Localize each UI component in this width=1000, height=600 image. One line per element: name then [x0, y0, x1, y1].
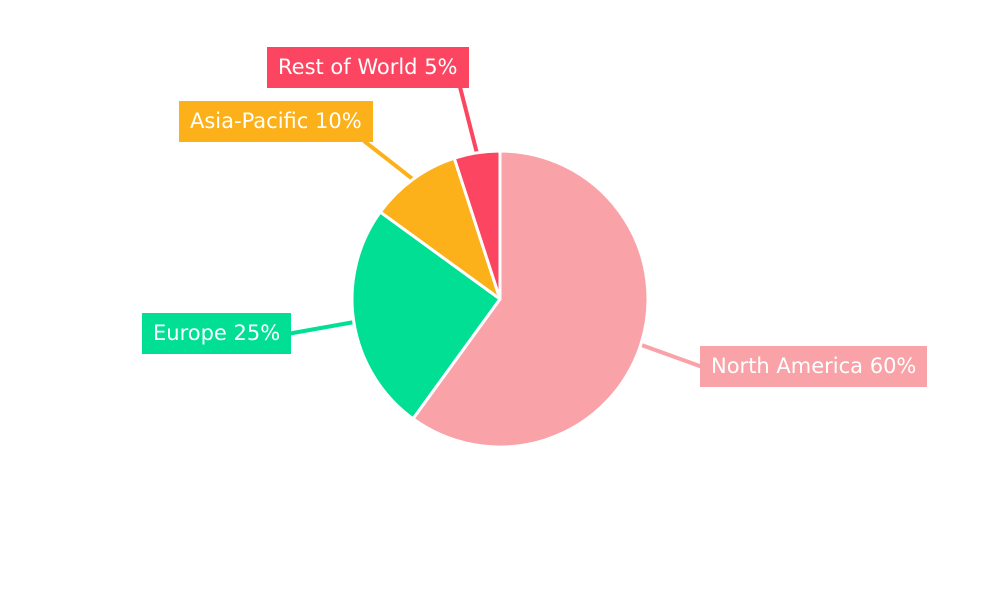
leader-line-asia-pacific [362, 139, 415, 181]
pie-slices [350, 149, 650, 449]
leader-line-north-america [640, 342, 702, 369]
leader-line-europe [289, 320, 355, 336]
leader-line-rest-of-world [458, 86, 479, 154]
pie-slice-asia-pacific [378, 156, 502, 301]
pie-label-asia-pacific: Asia-Pacific 10% [179, 101, 373, 142]
pie-slice-north-america [411, 149, 650, 449]
pie-label-rest-of-world: Rest of World 5% [267, 47, 469, 88]
pie-label-north-america: North America 60% [700, 346, 928, 387]
pie-slice-europe [350, 210, 502, 421]
pie-label-europe: Europe 25% [142, 313, 292, 354]
leader-lines [289, 86, 702, 369]
pie-slice-rest-of-world [452, 149, 502, 301]
